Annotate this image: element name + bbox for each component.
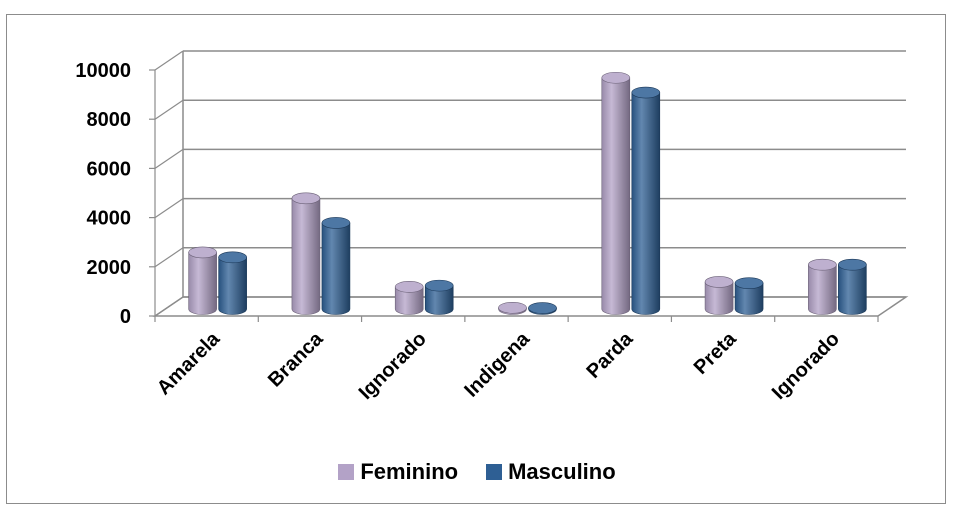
y-tick-label: 2000 <box>87 257 132 279</box>
legend-swatch-feminino <box>338 464 355 480</box>
bar-top <box>734 277 764 289</box>
gridline-depth <box>154 198 184 219</box>
bar-feminino-4 <box>601 71 631 315</box>
bar-body <box>631 92 661 315</box>
y-tick-label: 6000 <box>87 158 132 180</box>
bar-feminino-2 <box>394 281 424 315</box>
x-category-label: Preta <box>690 327 742 379</box>
bar-masculino-0 <box>218 251 247 315</box>
bar-top <box>188 246 217 259</box>
bar-top <box>838 258 867 271</box>
y-tick-label: 8000 <box>87 109 132 131</box>
bar-top <box>528 302 557 314</box>
bar-body <box>321 222 351 315</box>
gridline-depth <box>154 148 184 169</box>
bar-top <box>601 71 631 84</box>
bar-top <box>424 279 454 292</box>
bar-top <box>631 86 661 99</box>
legend-label-feminino: Feminino <box>360 459 459 484</box>
bar-top <box>394 281 424 293</box>
bar-feminino-1 <box>291 192 321 315</box>
bar-body <box>188 252 217 315</box>
bar-masculino-2 <box>424 279 454 315</box>
bar-masculino-6 <box>838 258 867 315</box>
bar-body <box>291 198 321 315</box>
bar-body <box>394 286 424 315</box>
bar-feminino-6 <box>808 258 837 315</box>
axes <box>152 51 909 322</box>
x-category-label: Parda <box>582 327 637 382</box>
x-category-label: Ignorado <box>768 328 844 404</box>
bar-top <box>291 192 321 205</box>
bar-masculino-1 <box>321 217 351 315</box>
x-category-label: Ignorado <box>355 328 431 404</box>
bar-feminino-5 <box>704 276 734 315</box>
bar-body <box>734 282 764 315</box>
bar-top <box>218 251 247 264</box>
bar-feminino-0 <box>188 246 217 315</box>
bar-body <box>601 77 631 315</box>
gridlines <box>154 50 906 317</box>
gridline-depth <box>154 247 184 268</box>
bar-body <box>808 264 837 315</box>
bar-feminino-3 <box>498 301 527 315</box>
bar-top <box>808 258 837 271</box>
bar-masculino-5 <box>734 277 764 315</box>
legend-swatch-masculino <box>486 464 503 480</box>
bar-top <box>704 276 734 288</box>
chart-frame <box>6 14 946 504</box>
x-category-label: Amarela <box>153 327 225 399</box>
bar-body <box>704 281 734 315</box>
y-axis-ticks: 0 2000 4000 6000 8000 10000 <box>75 60 155 328</box>
bar-body <box>424 285 454 315</box>
bar-top <box>498 301 527 314</box>
legend-label-masculino: Masculino <box>508 459 616 484</box>
bars <box>188 71 867 315</box>
y-tick-label: 0 <box>120 306 131 328</box>
legend: Feminino Masculino <box>0 452 954 492</box>
y-tick-label: 4000 <box>87 208 132 230</box>
legend-item-feminino: Feminino <box>338 459 458 485</box>
bar-masculino-4 <box>631 86 661 315</box>
y-tick-label: 10000 <box>75 60 131 82</box>
legend-item-masculino: Masculino <box>486 459 616 485</box>
x-category-label: Indigena <box>460 327 534 401</box>
bar-body <box>838 264 867 315</box>
bar-masculino-3 <box>528 302 557 315</box>
gridline-depth <box>154 50 184 71</box>
x-axis-labels: Amarela Branca Ignorado Indigena Parda Preta I… <box>153 327 844 404</box>
x-category-label: Branca <box>264 327 328 391</box>
chart-floor <box>152 296 909 317</box>
gridline-depth <box>154 99 184 120</box>
bar-top <box>321 217 351 229</box>
bar-body <box>218 257 247 315</box>
